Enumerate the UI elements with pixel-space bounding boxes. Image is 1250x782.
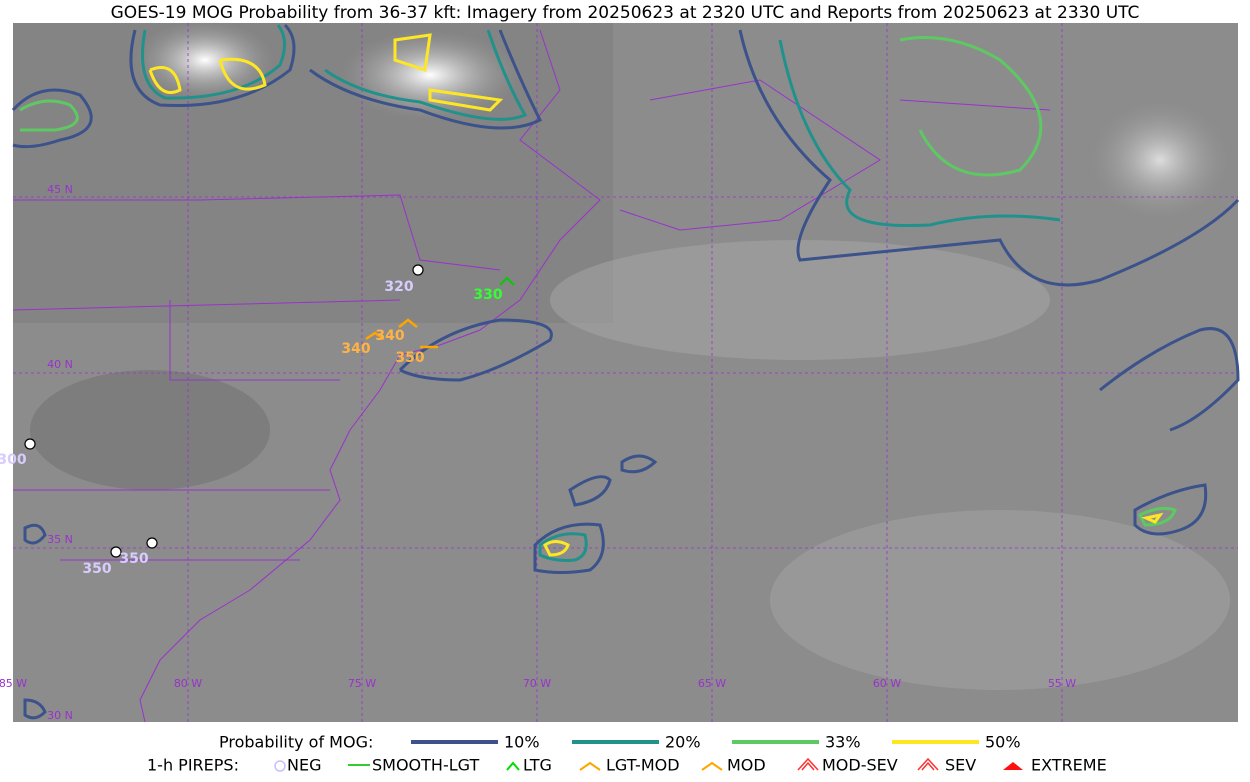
legend-item: NEG — [287, 756, 321, 775]
lat-label: 35 N — [47, 533, 73, 546]
pirep-label: 320 — [384, 279, 413, 295]
title: GOES-19 MOG Probability from 36-37 kft: … — [111, 3, 1140, 23]
legend-title: 1-h PIREPS: — [147, 756, 239, 775]
lon-label: 85 W — [0, 677, 27, 690]
pirep-label: 300 — [0, 452, 27, 468]
pirep-label: 350 — [119, 551, 148, 567]
lon-label: 70 W — [523, 677, 551, 690]
pirep-label: 350 — [82, 561, 111, 577]
legend-item: 50% — [985, 733, 1021, 752]
legend-title: Probability of MOG: — [219, 733, 373, 752]
legend-item: SEV — [945, 756, 976, 775]
lon-label: 80 W — [174, 677, 202, 690]
legend-item: LTG — [523, 756, 552, 775]
legend-item: MOD-SEV — [822, 756, 898, 775]
lon-label: 65 W — [698, 677, 726, 690]
pirep-label: 340 — [341, 341, 370, 357]
legend-item: LGT-MOD — [606, 756, 680, 775]
legend: Probability of MOG: 10% 20% 33% 50% 1-h … — [147, 733, 1107, 775]
lon-label: 60 W — [873, 677, 901, 690]
legend-item: 20% — [665, 733, 701, 752]
legend-item: SMOOTH-LGT — [372, 756, 479, 775]
map: 85 W 80 W 75 W 70 W 65 W 60 W 55 W 45 N … — [0, 20, 1240, 723]
legend-item: 10% — [504, 733, 540, 752]
lon-label: 55 W — [1048, 677, 1076, 690]
pirep-label: 340 — [375, 328, 404, 344]
legend-item: 33% — [825, 733, 861, 752]
pirep-label: 330 — [473, 287, 502, 303]
lat-label: 45 N — [47, 183, 73, 196]
pirep-symbols — [24, 264, 515, 558]
pirep-label: 350 — [395, 350, 424, 366]
lat-label: 40 N — [47, 358, 73, 371]
legend-item: EXTREME — [1031, 756, 1107, 775]
grid — [13, 23, 1238, 722]
lon-label: 75 W — [348, 677, 376, 690]
contours — [11, 23, 1240, 720]
legend-item: MOD — [727, 756, 766, 775]
lat-label: 30 N — [47, 709, 73, 722]
